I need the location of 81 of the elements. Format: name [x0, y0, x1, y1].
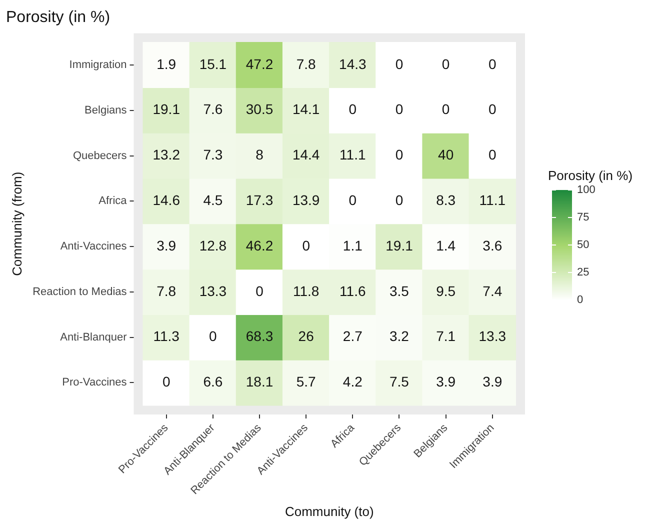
data-label: 6.6: [203, 374, 223, 390]
data-label: 4.5: [203, 192, 223, 208]
color-bar-label: 100: [577, 184, 596, 196]
data-label: 3.9: [156, 237, 176, 254]
data-label: 40: [438, 146, 454, 163]
x-axis-title: Community (to): [284, 504, 374, 519]
data-label: 3.6: [482, 237, 502, 254]
y-tick-label: Immigration: [69, 59, 127, 72]
data-label: 18.1: [246, 374, 274, 390]
data-label: 8: [256, 146, 264, 163]
data-label: 46.2: [246, 237, 274, 254]
y-tick-label: Belgians: [84, 104, 128, 116]
data-label: 0: [395, 101, 404, 118]
y-tick-label: Reaction to Medias: [32, 286, 128, 298]
data-label: 0: [395, 56, 404, 72]
data-label: 14.6: [152, 192, 180, 208]
data-label: 15.1: [199, 56, 227, 72]
data-label: 4.2: [342, 374, 363, 390]
data-label: 8.3: [436, 192, 456, 208]
y-tick-label: Africa: [98, 195, 128, 208]
data-label: 3.2: [390, 328, 410, 344]
color-bar-title: Porosity (in %): [548, 168, 633, 183]
data-label: 19.1: [152, 101, 180, 118]
data-label: 0: [488, 101, 496, 118]
data-label: 0: [348, 101, 357, 118]
data-label: 13.3: [478, 328, 506, 344]
y-tick-label: Quebecers: [72, 150, 128, 162]
data-label: 0: [488, 56, 496, 72]
data-label: 11.6: [340, 282, 366, 299]
data-label: 2.7: [342, 328, 363, 344]
y-tick-label: Pro-Vaccines: [62, 376, 128, 389]
data-label: 3.9: [482, 374, 502, 390]
data-label: 7.6: [203, 101, 223, 118]
data-label: 3.9: [436, 374, 456, 390]
chart-title: Porosity (in %): [6, 9, 110, 26]
data-label: 30.5: [246, 101, 274, 118]
color-bar-label: 75: [577, 212, 590, 224]
data-label: 0: [395, 192, 404, 208]
data-label: 1.9: [156, 56, 176, 72]
data-label: 13.9: [292, 192, 320, 208]
data-label: 0: [162, 374, 170, 390]
data-label: 14.1: [292, 101, 320, 118]
data-label: 7.8: [296, 56, 316, 72]
data-label: 47.2: [246, 56, 274, 72]
data-label: 0: [209, 328, 218, 344]
data-label: 1.4: [436, 237, 456, 254]
data-label: 7.3: [203, 146, 223, 163]
data-label: 9.5: [436, 282, 456, 299]
data-label: 7.4: [482, 282, 502, 299]
data-label: 0: [256, 282, 264, 299]
data-label: 11.1: [340, 146, 366, 163]
data-label: 3.5: [390, 282, 410, 299]
data-label: 14.3: [339, 56, 367, 72]
data-label: 0: [302, 237, 310, 254]
data-label: 26: [298, 328, 314, 344]
data-label: 13.2: [152, 146, 180, 163]
data-label: 19.1: [386, 237, 414, 254]
data-label: 11.8: [292, 282, 320, 299]
data-label: 7.1: [436, 328, 456, 344]
data-label: 14.4: [292, 146, 320, 163]
data-label: 68.3: [246, 328, 274, 344]
data-label: 11.1: [479, 192, 506, 208]
color-bar-label: 50: [577, 239, 590, 252]
data-label: 1.1: [342, 237, 363, 254]
data-label: 0: [348, 192, 357, 208]
data-label: 0: [442, 101, 450, 118]
data-label: 12.8: [199, 237, 227, 254]
data-label: 13.3: [199, 282, 227, 299]
data-label: 0: [442, 56, 450, 72]
data-label: 5.7: [296, 374, 316, 390]
data-label: 0: [395, 146, 404, 163]
color-bar-label: 25: [577, 266, 590, 279]
data-label: 17.3: [246, 192, 274, 208]
data-label: 11.3: [153, 328, 180, 344]
data-label: 7.8: [156, 282, 176, 299]
data-label: 7.5: [390, 374, 410, 390]
color-bar-label: 0: [577, 294, 584, 306]
y-axis-title: Community (from): [9, 172, 24, 276]
data-label: 0: [488, 146, 496, 163]
y-tick-label: Anti-Vaccines: [60, 240, 128, 253]
y-tick-label: Anti-Blanquer: [60, 331, 128, 344]
